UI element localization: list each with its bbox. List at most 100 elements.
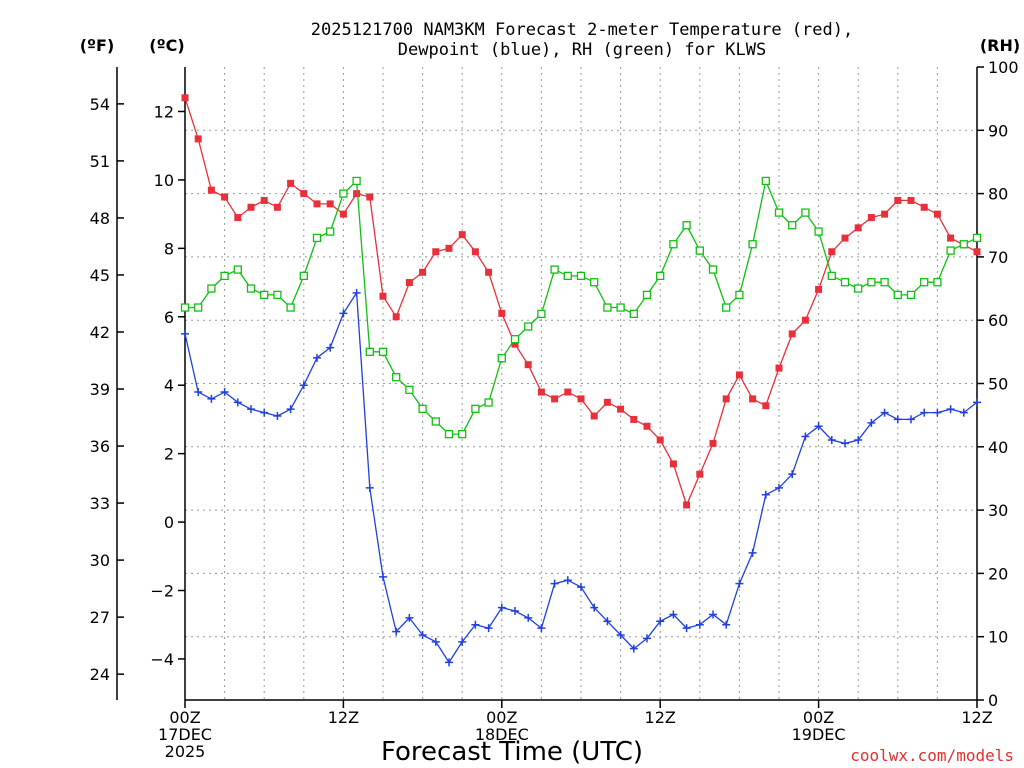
x-tick-label: 12Z	[961, 708, 992, 727]
rh-point	[603, 303, 612, 312]
temperature-series	[181, 94, 981, 509]
temperature-point	[300, 190, 308, 198]
dewpoint-point	[959, 408, 968, 417]
dewpoint-point	[563, 576, 572, 585]
rh-point	[854, 284, 863, 293]
rh-point	[616, 303, 625, 312]
rh-point	[458, 429, 467, 439]
fahrenheit-tick-label: 30	[90, 551, 110, 570]
dewpoint-point	[801, 432, 810, 441]
temperature-point	[815, 285, 823, 293]
dewpoint-point	[511, 607, 519, 616]
rh-tick-label: 40	[988, 438, 1008, 457]
dewpoint-point	[550, 579, 559, 588]
temperature-point	[735, 371, 743, 379]
temperature-point	[207, 186, 215, 194]
temperature-point	[881, 210, 889, 218]
temperature-point	[656, 436, 664, 444]
rh-point	[444, 429, 454, 439]
x-tick-label: 2025	[165, 742, 206, 761]
rh-point	[550, 265, 559, 274]
dewpoint-point	[339, 309, 348, 318]
rh-point	[722, 303, 731, 312]
dewpoint-point	[260, 408, 269, 417]
rh-point	[180, 303, 190, 312]
rh-point	[431, 417, 440, 426]
dewpoint-point	[379, 572, 387, 581]
dewpoint-point	[445, 658, 453, 667]
rh-point	[629, 309, 638, 319]
dewpoint-point	[313, 353, 321, 362]
rh-point	[761, 176, 770, 186]
dewpoint-point	[656, 617, 665, 626]
dewpoint-point	[577, 583, 585, 592]
dewpoint-point	[590, 603, 599, 612]
temperature-point	[564, 388, 572, 396]
dewpoint-point	[286, 405, 295, 414]
dewpoint-point	[352, 288, 361, 297]
rh-point	[774, 208, 784, 217]
temperature-point	[709, 439, 717, 447]
rh-tick-label: 90	[988, 121, 1008, 140]
x-tick-label: 19DEC	[792, 725, 846, 744]
temperature-point	[643, 422, 651, 430]
x-tick-label: 00Z	[803, 708, 834, 727]
temperature-point	[722, 395, 730, 403]
dewpoint-point	[181, 329, 189, 338]
temperature-point	[313, 200, 321, 208]
rh-tick-label: 20	[988, 564, 1008, 583]
temperature-point	[973, 248, 981, 256]
rh-point	[576, 271, 586, 281]
dewpoint-point	[392, 627, 401, 636]
fahrenheit-tick-label: 27	[90, 608, 110, 627]
rh-point	[695, 246, 704, 255]
celsius-tick-label: 4	[164, 376, 174, 395]
rh-point	[352, 176, 361, 186]
rh-point	[801, 208, 810, 217]
temperature-point	[511, 340, 519, 348]
temperature-point	[551, 395, 559, 403]
dewpoint-point	[841, 439, 849, 448]
rh-point	[933, 278, 942, 287]
x-tick-label: 12Z	[328, 708, 359, 727]
rh-point	[484, 398, 493, 407]
credit-text: coolwx.com/models	[850, 746, 1014, 765]
temperature-point	[485, 268, 493, 276]
rh-point	[959, 240, 968, 249]
dewpoint-point	[695, 620, 704, 629]
fahrenheit-tick-label: 36	[90, 437, 110, 456]
x-tick-label: 00Z	[486, 708, 517, 727]
rh-point	[867, 278, 876, 287]
rh-point	[339, 189, 348, 198]
dewpoint-point	[880, 408, 889, 417]
rh-tick-label: 70	[988, 248, 1008, 267]
fahrenheit-axis-label: (ºF)	[80, 36, 115, 55]
temperature-point	[260, 196, 268, 204]
x-axis-label: Forecast Time (UTC)	[381, 737, 643, 767]
dewpoint-point	[761, 490, 770, 499]
temperature-point	[432, 248, 440, 256]
dewpoint-point	[893, 415, 902, 424]
rh-point	[906, 290, 916, 300]
temperature-point	[247, 203, 255, 211]
fahrenheit-tick-label: 48	[90, 209, 110, 228]
temperature-point	[339, 210, 347, 218]
dewpoint-point	[273, 412, 282, 421]
temperature-point	[405, 279, 413, 287]
rh-tick-label: 80	[988, 185, 1008, 204]
temperature-point	[379, 292, 387, 300]
temperature-point	[867, 214, 875, 222]
temperature-point	[273, 203, 281, 211]
dewpoint-point	[299, 381, 308, 390]
dewpoint-point	[458, 637, 467, 646]
temperature-point	[762, 402, 770, 410]
rh-point	[682, 221, 691, 230]
dewpoint-point	[207, 394, 216, 403]
celsius-tick-label: −4	[150, 650, 174, 669]
dewpoint-point	[616, 630, 625, 639]
dewpoint-point	[920, 408, 929, 417]
dewpoint-point	[788, 470, 797, 479]
rh-point	[537, 309, 546, 319]
temperature-point	[537, 388, 545, 396]
fahrenheit-tick-label: 24	[90, 665, 110, 684]
